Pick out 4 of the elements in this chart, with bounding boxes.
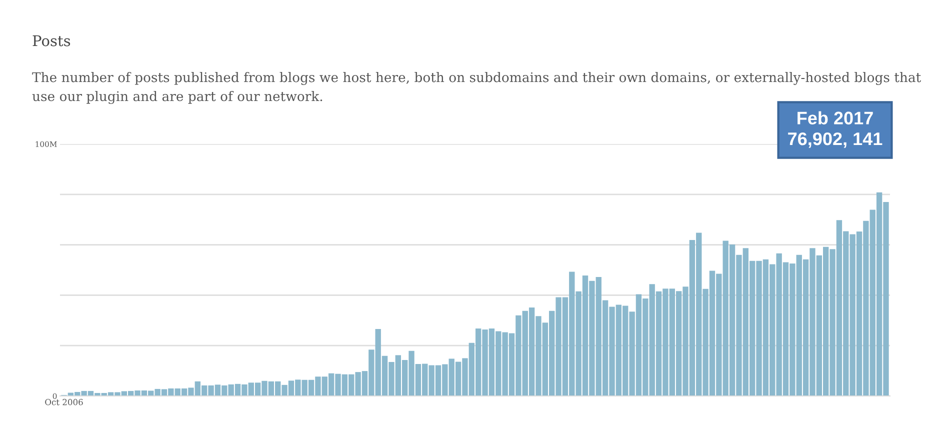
chart-title: Posts <box>32 35 70 46</box>
chart-subtitle: The number of posts published from blogs we host here, both on subdomains and their own domains, or externally-hosted blogs that use our plugin and are part of our network. <box>32 72 922 104</box>
annotation: Feb 2017 76,902, 141 <box>788 111 882 148</box>
x-tick-label: Oct 2006 <box>45 398 83 406</box>
